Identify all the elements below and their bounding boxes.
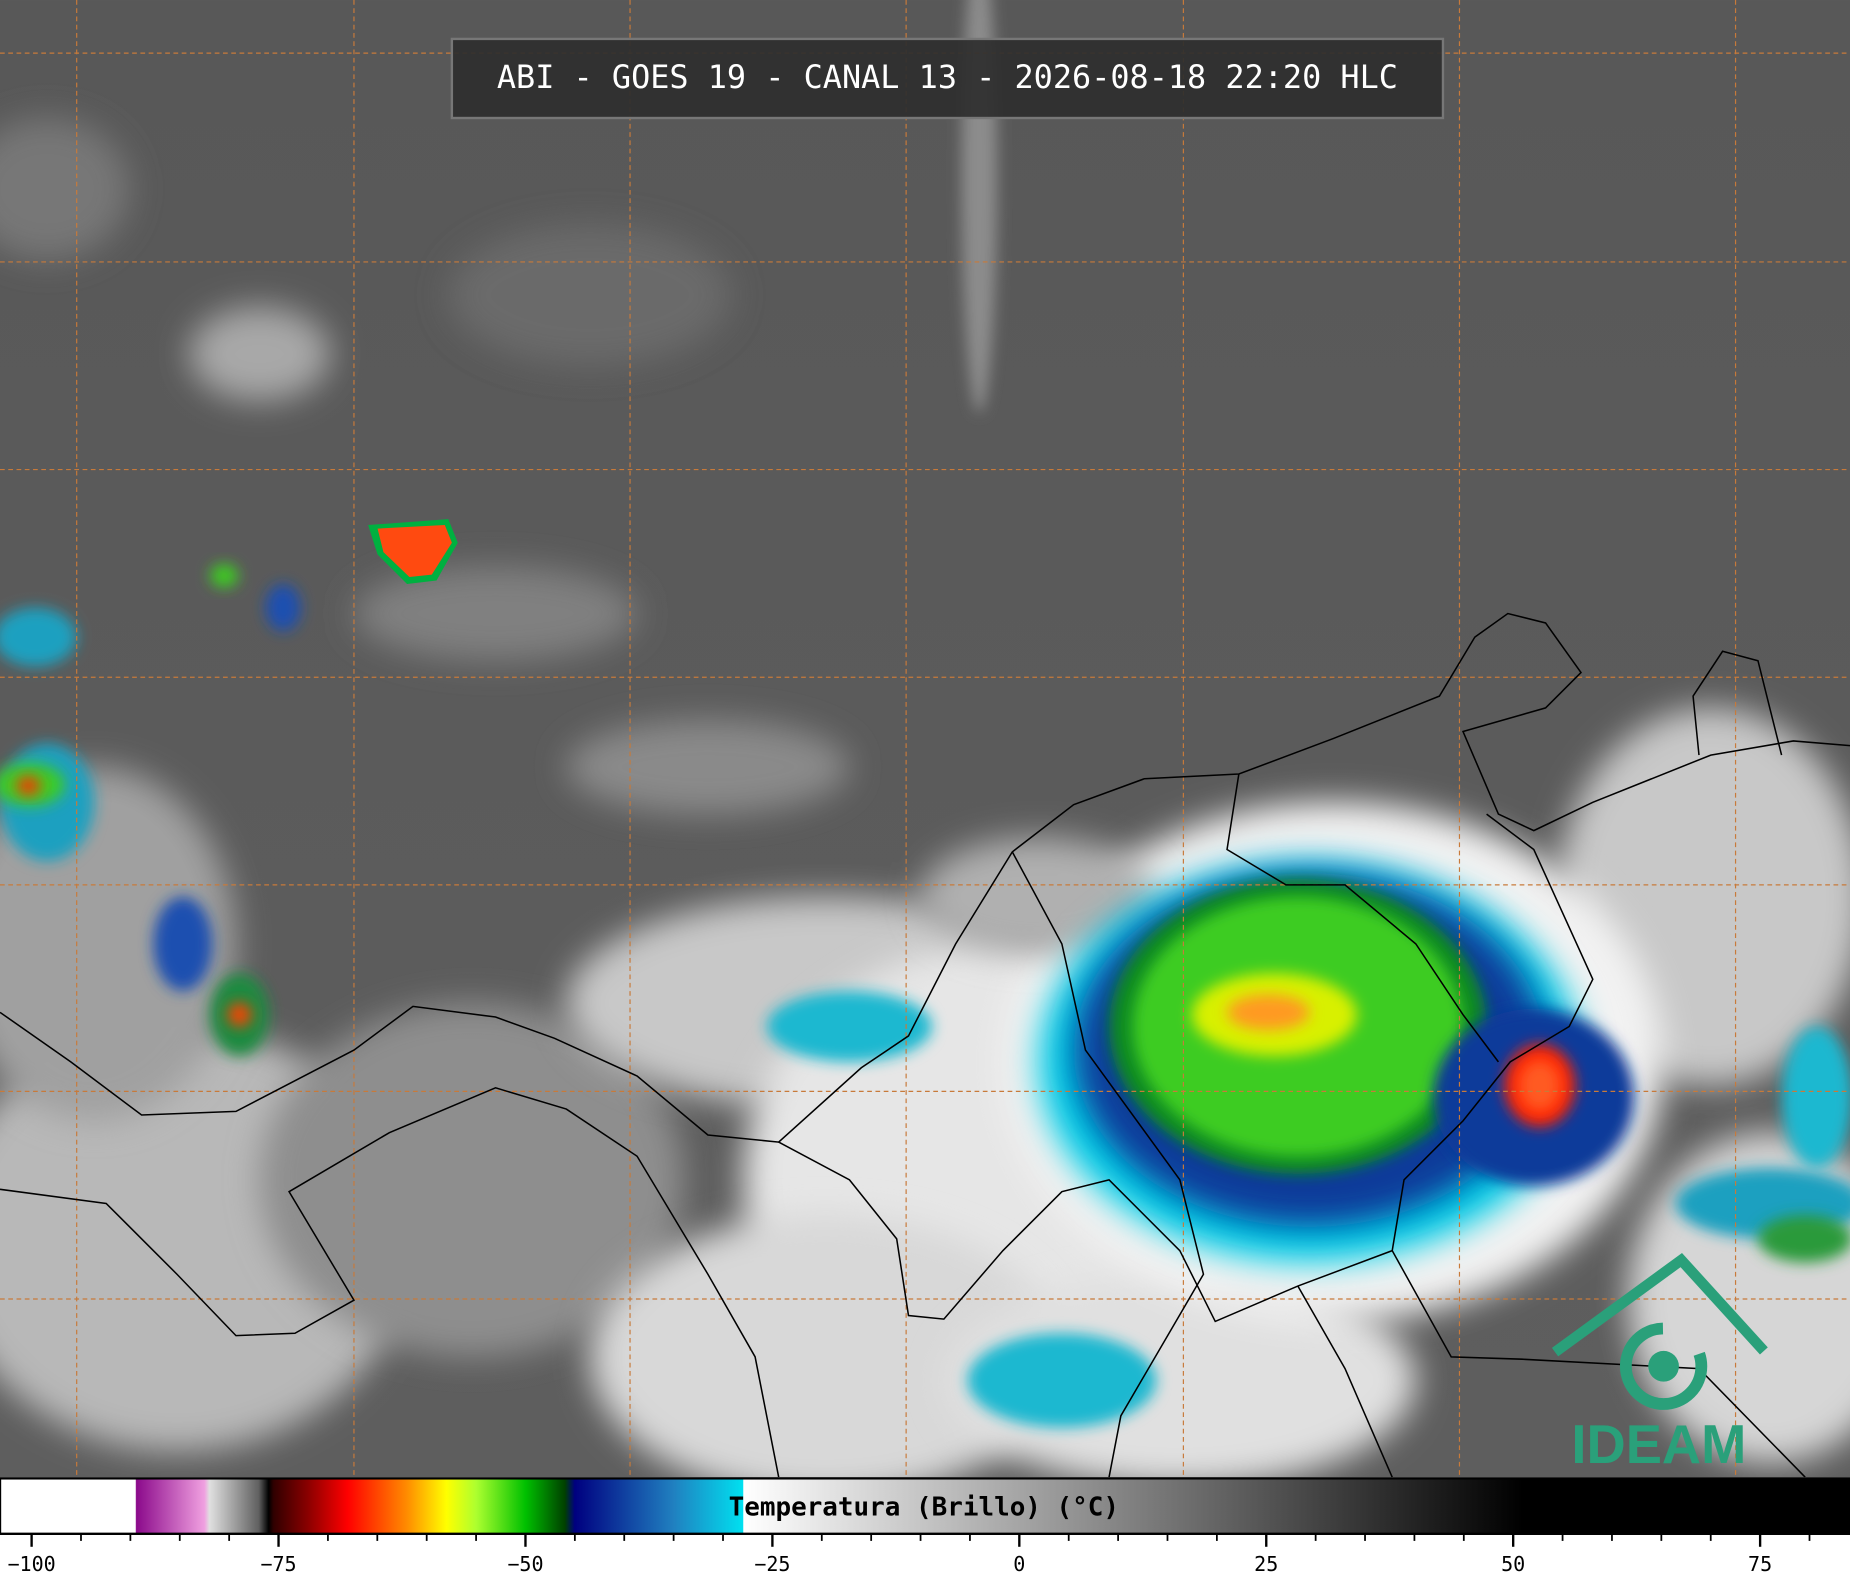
logo-roof (1551, 1252, 1768, 1357)
tick-label: 50 (1501, 1552, 1525, 1576)
title-background (450, 37, 1445, 120)
cloud (1227, 994, 1310, 1031)
cloud (353, 566, 638, 661)
cloud (766, 991, 933, 1062)
tick-label: −25 (754, 1552, 790, 1576)
borders (0, 612, 1850, 1478)
cloud (448, 224, 732, 366)
cloud (1757, 1215, 1850, 1263)
tick-label: −75 (260, 1552, 296, 1576)
tick-label: −100 (7, 1552, 55, 1576)
cloud (943, 1274, 1416, 1487)
cloud (153, 896, 213, 992)
border (778, 813, 1594, 1323)
border (1391, 1250, 1806, 1478)
border (1297, 1285, 1393, 1478)
border (1226, 773, 1500, 1063)
cloud (0, 607, 77, 667)
tick-label: −50 (507, 1552, 543, 1576)
border (1011, 851, 1205, 1478)
tick-label: 25 (1254, 1552, 1278, 1576)
cloud (265, 584, 301, 632)
tick-label: 75 (1748, 1552, 1772, 1576)
colorbar (0, 1477, 1850, 1535)
cloud (0, 118, 130, 260)
cloud (188, 306, 331, 402)
logo-eye (1648, 1350, 1679, 1382)
cloud (967, 1333, 1157, 1428)
logo-text: IDEAM (1571, 1414, 1746, 1475)
coastline (1692, 650, 1783, 756)
logo: IDEAM (1551, 1252, 1768, 1475)
title: ABI - GOES 19 - CANAL 13 - 2026-08-18 22… (497, 58, 1398, 96)
cloud (16, 776, 41, 796)
colorbar-label: Temperatura (Brillo) (°C) (729, 1492, 1119, 1522)
coastline (0, 612, 1850, 1143)
cloud (1518, 1059, 1561, 1112)
cloud (920, 837, 1157, 956)
cloud (589, 1215, 1062, 1499)
title-box: ABI - GOES 19 - CANAL 13 - 2026-08-18 22… (450, 37, 1445, 120)
logo-swirl (1619, 1322, 1708, 1410)
cloud (210, 563, 239, 588)
colorbar-ticks: −100 −75 −50 −25 0 25 50 75 (7, 1533, 1811, 1576)
cloud (1781, 1026, 1850, 1169)
tick-label: 0 (1013, 1552, 1025, 1576)
cloud (227, 1002, 252, 1027)
coastline (0, 1087, 780, 1478)
storm-core (377, 525, 452, 577)
cloud (566, 719, 850, 815)
